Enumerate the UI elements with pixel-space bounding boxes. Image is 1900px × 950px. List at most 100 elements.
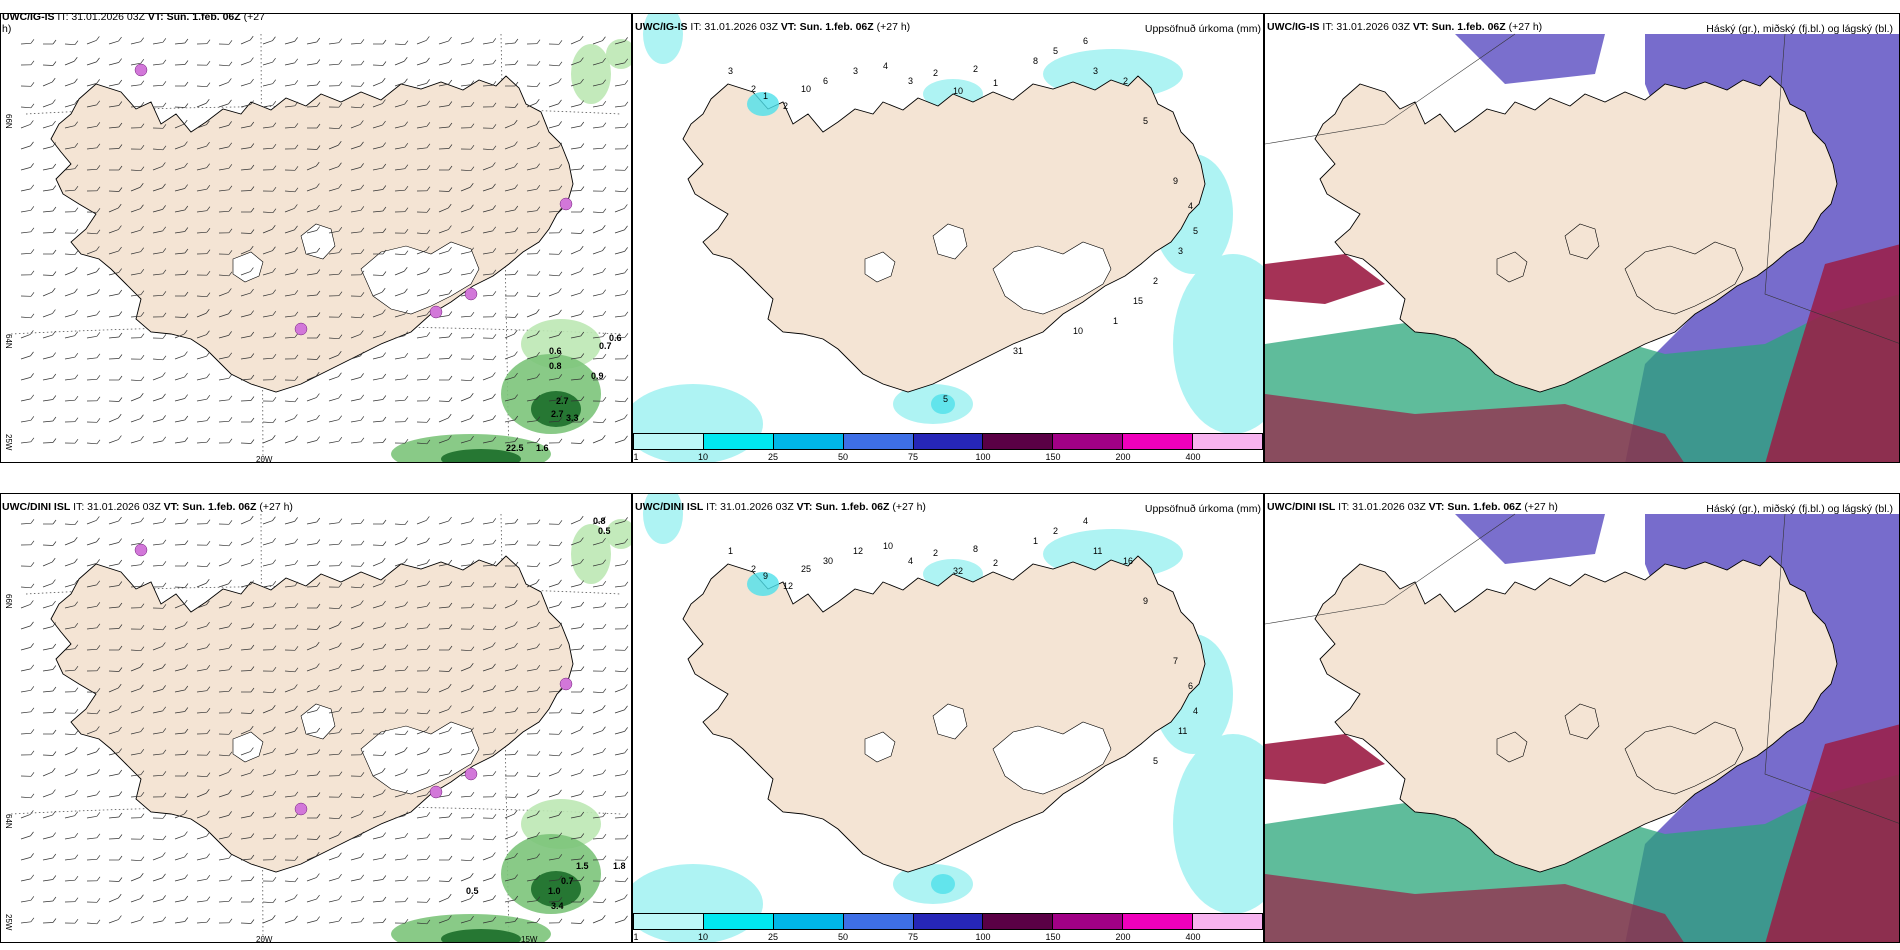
precip-value-label: 0.9 bbox=[591, 371, 604, 381]
precip-value-label: 5 bbox=[1153, 756, 1158, 766]
colorbar-tick-label: 400 bbox=[1185, 932, 1201, 942]
convective-cell bbox=[294, 802, 308, 816]
convective-cell bbox=[464, 767, 478, 781]
precip-value-label: 2 bbox=[1053, 526, 1058, 536]
glacier bbox=[864, 251, 896, 283]
panel-title: UWC/DINI ISL IT: 31.01.2026 03Z VT: Sun.… bbox=[1267, 501, 1558, 513]
precip-value-label: 4 bbox=[883, 61, 888, 71]
wind-map-panel-bottom: UWC/DINI ISL IT: 31.01.2026 03Z VT: Sun.… bbox=[0, 493, 632, 943]
precip-value-label: 10 bbox=[801, 84, 811, 94]
convective-cell bbox=[559, 197, 573, 211]
lon-label: 15W bbox=[521, 935, 538, 943]
panel-title: UWC/IG-IS IT: 31.01.2026 03Z VT: Sun. 1.… bbox=[1267, 21, 1543, 33]
precip-value-label: 31 bbox=[1013, 346, 1023, 356]
convective-cell bbox=[464, 287, 478, 301]
lon-label: 20W bbox=[256, 455, 273, 463]
colorbar-tick-label: 200 bbox=[1115, 452, 1131, 462]
precip-value-label: 8 bbox=[973, 544, 978, 554]
precip-value-label: 2 bbox=[933, 548, 938, 558]
glacier bbox=[992, 721, 1112, 795]
precip-value-label: 0.6 bbox=[549, 346, 562, 356]
colorbar-tick-label: 10 bbox=[697, 932, 708, 942]
cloud-map bbox=[1265, 14, 1899, 462]
colorbar-tick-label: 10 bbox=[697, 452, 708, 462]
glacier bbox=[232, 251, 264, 283]
glacier bbox=[1624, 721, 1744, 795]
precip-value-label: 2.7 bbox=[556, 396, 569, 406]
precip-value-label: 12 bbox=[783, 581, 793, 591]
precip-value-label: 3 bbox=[908, 76, 913, 86]
panel-title: UWC/DINI ISL IT: 31.01.2026 03Z VT: Sun.… bbox=[635, 501, 926, 513]
lat-label: 25W bbox=[4, 914, 13, 931]
colorbar-tick-label: 50 bbox=[837, 452, 849, 462]
precip-value-label: 6 bbox=[1083, 36, 1088, 46]
panel-title: UWC/IG-IS IT: 31.01.2026 03Z VT: Sun. 1.… bbox=[635, 21, 911, 33]
convective-cell bbox=[134, 543, 148, 557]
precip-value-label: 1 bbox=[1033, 536, 1038, 546]
precip-value-label: 4 bbox=[1188, 201, 1193, 211]
precip-value-label: 5 bbox=[1053, 46, 1058, 56]
colorbar-tick-label: 25 bbox=[767, 452, 778, 462]
precip-value-label: 30 bbox=[823, 556, 833, 566]
precip-value-label: 15 bbox=[1133, 296, 1143, 306]
precip-value-label: 25 bbox=[801, 564, 811, 574]
precip-value-label: 9 bbox=[763, 571, 768, 581]
panel-legend-title: Háský (gr.), miðský (fj.bl.) og lágský (… bbox=[1706, 503, 1893, 515]
colorbar-tick-label: 25 bbox=[767, 932, 778, 942]
glacier bbox=[1624, 241, 1744, 315]
precip-value-label: 22.5 bbox=[506, 443, 524, 453]
precip-value-label: 5 bbox=[1193, 226, 1198, 236]
colorbar-tick-label: 100 bbox=[975, 932, 991, 942]
lat-label: 66N bbox=[4, 594, 13, 609]
precip-value-label: 1.6 bbox=[536, 443, 549, 453]
precip-value-label: 3 bbox=[1093, 66, 1098, 76]
precip-value-label: 0.7 bbox=[561, 876, 574, 886]
precip-value-label: 2 bbox=[973, 64, 978, 74]
glacier bbox=[932, 223, 968, 260]
convective-cell bbox=[294, 322, 308, 336]
precip-value-label: 0.8 bbox=[593, 516, 606, 526]
precip-value-label: 7 bbox=[1173, 656, 1178, 666]
precip-value-label: 10 bbox=[883, 541, 893, 551]
colorbar-ticks: 1 10 25 50 75 100 150 200 400 bbox=[633, 452, 1263, 462]
glacier bbox=[360, 721, 480, 795]
colorbar-tick-label: 100 bbox=[975, 452, 991, 462]
precip-value-label: 1 bbox=[728, 546, 733, 556]
glacier bbox=[1496, 251, 1528, 283]
colorbar-tick-label: 1 bbox=[633, 452, 639, 462]
precip-value-label: 2 bbox=[751, 84, 756, 94]
precip-value-label: 2.7 bbox=[551, 409, 564, 419]
precip-value-label: 2 bbox=[783, 101, 788, 111]
cloud-map-panel-bottom: UWC/DINI ISL IT: 31.01.2026 03Z VT: Sun.… bbox=[1264, 493, 1900, 943]
precip-value-label: 3.4 bbox=[551, 901, 564, 911]
precip-value-label: 1.5 bbox=[576, 861, 589, 871]
colorbar-tick-label: 150 bbox=[1045, 932, 1061, 942]
precip-map-panel-bottom: UWC/DINI ISL IT: 31.01.2026 03Z VT: Sun.… bbox=[632, 493, 1264, 943]
glacier bbox=[1564, 223, 1600, 260]
colorbar-tick-label: 1 bbox=[633, 932, 639, 942]
lat-label: 66N bbox=[4, 114, 13, 129]
colorbar-tick-label: 200 bbox=[1115, 932, 1131, 942]
precip-value-label: 2 bbox=[993, 558, 998, 568]
precip-shading bbox=[391, 39, 631, 462]
precip-value-label: 9 bbox=[1173, 176, 1178, 186]
precip-colorbar bbox=[633, 433, 1263, 450]
precip-value-label: 5 bbox=[943, 394, 948, 404]
glacier bbox=[232, 731, 264, 763]
lat-label: 64N bbox=[4, 814, 13, 829]
colorbar-tick-label: 50 bbox=[837, 932, 849, 942]
glacier bbox=[360, 241, 480, 315]
panel-title: UWC/DINI ISL IT: 31.01.2026 03Z VT: Sun.… bbox=[2, 501, 293, 513]
precip-value-label: 11 bbox=[1093, 546, 1102, 556]
glacier bbox=[864, 731, 896, 763]
wind-map-panel-top: UWC/IG-IS IT: 31.01.2026 03Z VT: Sun. 1.… bbox=[0, 13, 632, 463]
lat-label: 25W bbox=[4, 434, 13, 451]
precip-value-label: 2 bbox=[751, 564, 756, 574]
precip-colorbar bbox=[633, 913, 1263, 930]
convective-cell bbox=[429, 305, 443, 319]
glacier bbox=[300, 703, 336, 740]
precip-value-label: 9 bbox=[1143, 596, 1148, 606]
wind-barbs bbox=[20, 35, 629, 445]
cloud-map bbox=[1265, 494, 1899, 942]
